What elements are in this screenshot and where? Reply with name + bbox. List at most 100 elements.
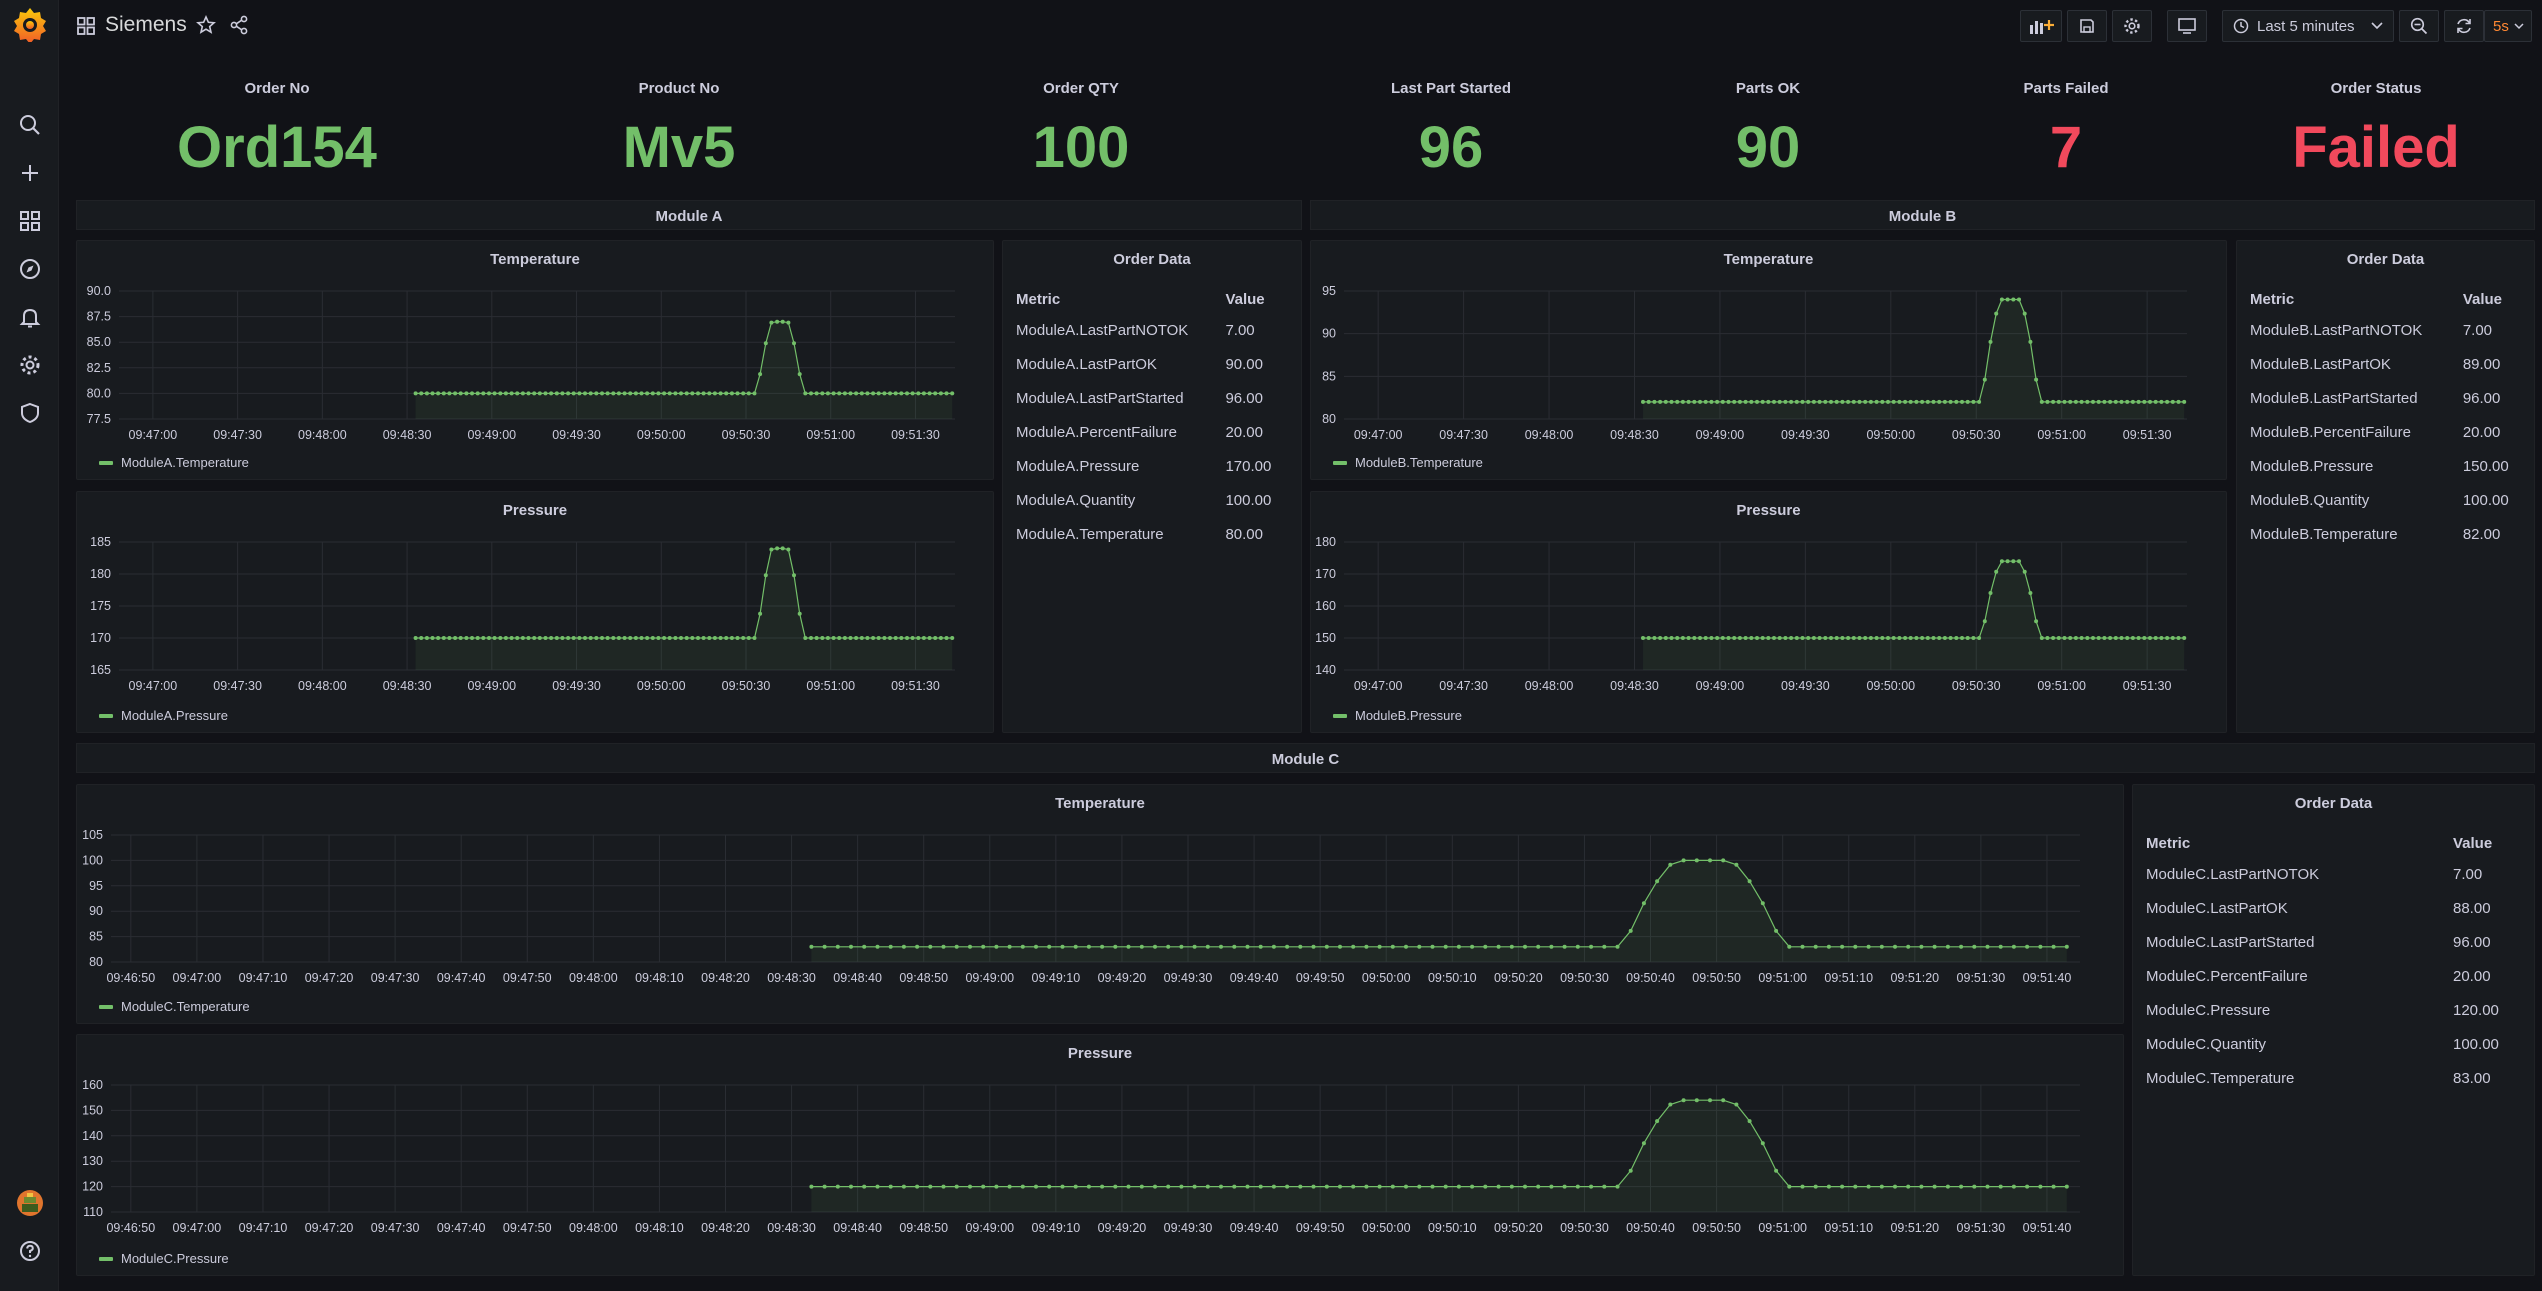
data-point[interactable] bbox=[814, 391, 819, 396]
data-point[interactable] bbox=[1840, 1184, 1845, 1189]
data-point[interactable] bbox=[2062, 399, 2067, 404]
data-point[interactable] bbox=[611, 391, 616, 396]
data-point[interactable] bbox=[1787, 944, 1792, 949]
series-line[interactable] bbox=[811, 1099, 2067, 1188]
user-avatar[interactable] bbox=[0, 1183, 59, 1223]
data-point[interactable] bbox=[2039, 636, 2044, 640]
data-point[interactable] bbox=[831, 636, 836, 640]
data-point[interactable] bbox=[447, 636, 452, 640]
data-point[interactable] bbox=[1020, 944, 1025, 949]
data-point[interactable] bbox=[2091, 399, 2095, 404]
data-point[interactable] bbox=[1523, 944, 1527, 949]
data-point[interactable] bbox=[503, 636, 508, 640]
data-point[interactable] bbox=[1959, 944, 1964, 949]
data-point[interactable] bbox=[2119, 636, 2124, 640]
data-point[interactable] bbox=[1698, 636, 1702, 640]
data-point[interactable] bbox=[453, 391, 458, 396]
data-point[interactable] bbox=[1959, 1184, 1964, 1189]
data-point[interactable] bbox=[1985, 1184, 1990, 1189]
data-point[interactable] bbox=[859, 636, 864, 640]
stat-panel[interactable]: Order No Ord154 bbox=[76, 70, 478, 192]
data-point[interactable] bbox=[921, 391, 926, 396]
data-point[interactable] bbox=[2159, 399, 2164, 404]
data-point[interactable] bbox=[1834, 636, 1839, 640]
data-point[interactable] bbox=[419, 391, 424, 396]
data-point[interactable] bbox=[981, 944, 986, 949]
data-point[interactable] bbox=[1663, 636, 1668, 640]
data-point[interactable] bbox=[876, 636, 881, 640]
data-point[interactable] bbox=[820, 391, 825, 396]
data-point[interactable] bbox=[492, 391, 497, 396]
data-point[interactable] bbox=[1615, 1184, 1620, 1189]
data-point[interactable] bbox=[916, 636, 921, 640]
data-point[interactable] bbox=[809, 636, 813, 640]
data-point[interactable] bbox=[2028, 339, 2033, 344]
data-point[interactable] bbox=[1846, 399, 1851, 404]
data-point[interactable] bbox=[1783, 636, 1788, 640]
data-point[interactable] bbox=[1971, 636, 1976, 640]
data-point[interactable] bbox=[1994, 311, 1999, 316]
data-point[interactable] bbox=[594, 391, 599, 396]
table-row[interactable]: ModuleA.Temperature 80.00 bbox=[1016, 517, 1301, 551]
data-point[interactable] bbox=[2079, 399, 2084, 404]
data-point[interactable] bbox=[888, 1184, 893, 1189]
data-point[interactable] bbox=[2176, 636, 2181, 640]
data-point[interactable] bbox=[696, 636, 700, 640]
data-point[interactable] bbox=[910, 636, 915, 640]
data-point[interactable] bbox=[1737, 636, 1742, 640]
data-point[interactable] bbox=[2045, 399, 2050, 404]
data-point[interactable] bbox=[1760, 1141, 1765, 1146]
data-point[interactable] bbox=[994, 1184, 999, 1189]
data-point[interactable] bbox=[835, 1184, 840, 1189]
data-point[interactable] bbox=[458, 636, 463, 640]
legend-item[interactable]: ModuleB.Temperature bbox=[1333, 455, 1483, 470]
data-point[interactable] bbox=[809, 944, 814, 949]
data-point[interactable] bbox=[2068, 636, 2073, 640]
data-point[interactable] bbox=[905, 391, 909, 396]
data-point[interactable] bbox=[729, 391, 734, 396]
data-point[interactable] bbox=[1755, 636, 1759, 640]
data-point[interactable] bbox=[1886, 399, 1890, 404]
data-point[interactable] bbox=[588, 391, 593, 396]
data-point[interactable] bbox=[583, 636, 587, 640]
data-point[interactable] bbox=[927, 636, 932, 640]
data-point[interactable] bbox=[1166, 944, 1171, 949]
data-point[interactable] bbox=[1179, 1184, 1184, 1189]
series-line[interactable] bbox=[1643, 298, 2185, 403]
data-point[interactable] bbox=[1536, 1184, 1541, 1189]
data-point[interactable] bbox=[1760, 901, 1765, 906]
data-point[interactable] bbox=[1908, 636, 1913, 640]
data-point[interactable] bbox=[1390, 1184, 1395, 1189]
timeseries-panel[interactable]: Pressure 185 180 175 170 165 09:47:00 09:47:30 0… bbox=[76, 491, 994, 733]
data-point[interactable] bbox=[1483, 944, 1488, 949]
order-data-table-panel[interactable]: Order Data Metric Value ModuleC.LastPartNOT… bbox=[2132, 784, 2535, 1276]
data-point[interactable] bbox=[543, 391, 548, 396]
data-point[interactable] bbox=[1806, 636, 1811, 640]
dashboard-grid-icon[interactable] bbox=[77, 17, 95, 40]
data-point[interactable] bbox=[1800, 944, 1805, 949]
data-point[interactable] bbox=[724, 391, 729, 396]
data-point[interactable] bbox=[849, 1184, 853, 1189]
data-point[interactable] bbox=[2011, 297, 2016, 302]
data-point[interactable] bbox=[994, 944, 999, 949]
data-point[interactable] bbox=[1496, 1184, 1501, 1189]
data-point[interactable] bbox=[1766, 636, 1771, 640]
data-point[interactable] bbox=[1800, 636, 1805, 640]
data-point[interactable] bbox=[735, 391, 740, 396]
data-point[interactable] bbox=[718, 391, 723, 396]
data-point[interactable] bbox=[1536, 944, 1541, 949]
data-point[interactable] bbox=[1126, 944, 1131, 949]
data-point[interactable] bbox=[2017, 559, 2021, 564]
data-point[interactable] bbox=[786, 320, 791, 325]
data-point[interactable] bbox=[1652, 399, 1657, 404]
table-row[interactable]: ModuleC.Pressure 120.00 bbox=[2146, 993, 2533, 1027]
data-point[interactable] bbox=[2113, 636, 2118, 640]
row-module-b[interactable]: Module B bbox=[1310, 200, 2535, 230]
data-point[interactable] bbox=[862, 944, 867, 949]
data-point[interactable] bbox=[769, 547, 774, 552]
data-point[interactable] bbox=[1879, 1184, 1884, 1189]
help-icon[interactable] bbox=[0, 1231, 59, 1271]
data-point[interactable] bbox=[2073, 636, 2078, 640]
data-point[interactable] bbox=[1245, 944, 1250, 949]
